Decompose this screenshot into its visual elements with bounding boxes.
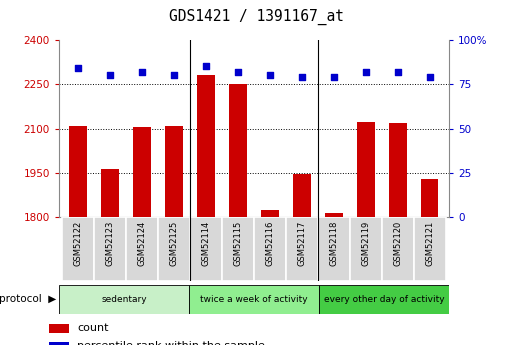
- Bar: [254, 217, 286, 281]
- Text: GSM52121: GSM52121: [425, 220, 434, 266]
- Bar: [62, 217, 94, 281]
- Bar: [190, 217, 222, 281]
- Bar: [126, 217, 158, 281]
- Bar: [94, 217, 126, 281]
- Bar: [59, 285, 189, 314]
- Bar: [189, 285, 319, 314]
- Text: GDS1421 / 1391167_at: GDS1421 / 1391167_at: [169, 9, 344, 25]
- Text: count: count: [77, 324, 108, 333]
- Point: [170, 72, 178, 78]
- Bar: [389, 122, 406, 217]
- Bar: [319, 285, 449, 314]
- Bar: [325, 213, 343, 217]
- Bar: [49, 342, 69, 345]
- Point: [393, 69, 402, 75]
- Bar: [382, 217, 413, 281]
- Point: [266, 72, 274, 78]
- Point: [234, 69, 242, 75]
- Point: [138, 69, 146, 75]
- Bar: [158, 217, 190, 281]
- Text: sedentary: sedentary: [101, 295, 147, 304]
- Text: GSM52123: GSM52123: [106, 220, 114, 266]
- Bar: [222, 217, 254, 281]
- Point: [202, 63, 210, 69]
- Text: GSM52115: GSM52115: [233, 220, 243, 266]
- Bar: [133, 127, 151, 217]
- Text: protocol  ▶: protocol ▶: [0, 294, 56, 304]
- Bar: [69, 126, 87, 217]
- Text: GSM52124: GSM52124: [137, 220, 147, 266]
- Bar: [165, 126, 183, 217]
- Bar: [350, 217, 382, 281]
- Text: every other day of activity: every other day of activity: [324, 295, 444, 304]
- Text: GSM52114: GSM52114: [202, 220, 210, 266]
- Text: GSM52120: GSM52120: [393, 220, 402, 266]
- Bar: [261, 210, 279, 217]
- Bar: [197, 75, 215, 217]
- Point: [298, 74, 306, 80]
- Bar: [286, 217, 318, 281]
- Point: [106, 72, 114, 78]
- Point: [426, 74, 434, 80]
- Text: GSM52122: GSM52122: [74, 220, 83, 266]
- Bar: [102, 169, 119, 217]
- Bar: [413, 217, 446, 281]
- Bar: [318, 217, 350, 281]
- Text: percentile rank within the sample: percentile rank within the sample: [77, 341, 265, 345]
- Text: GSM52125: GSM52125: [169, 220, 179, 266]
- Text: GSM52118: GSM52118: [329, 220, 339, 266]
- Text: GSM52119: GSM52119: [361, 220, 370, 266]
- Text: twice a week of activity: twice a week of activity: [200, 295, 308, 304]
- Point: [74, 65, 82, 71]
- Point: [362, 69, 370, 75]
- Bar: [293, 174, 311, 217]
- Bar: [357, 122, 374, 217]
- Bar: [421, 179, 439, 217]
- Point: [330, 74, 338, 80]
- Text: GSM52117: GSM52117: [298, 220, 306, 266]
- Bar: [229, 83, 247, 217]
- Text: GSM52116: GSM52116: [265, 220, 274, 266]
- Bar: [49, 324, 69, 333]
